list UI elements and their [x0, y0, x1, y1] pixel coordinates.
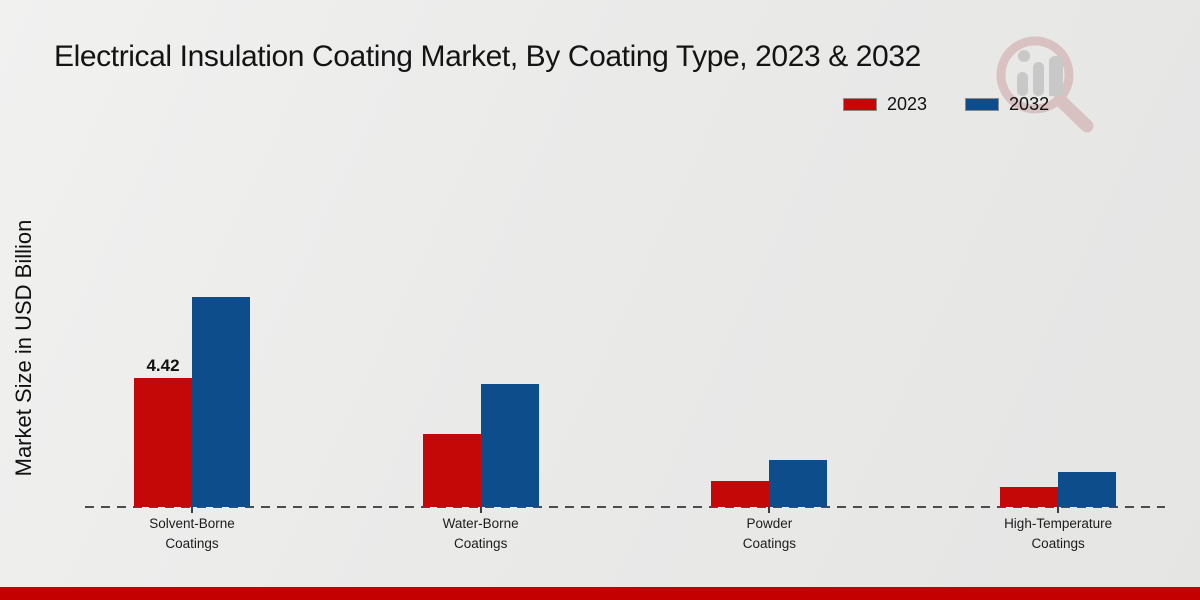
x-axis-tick — [1057, 507, 1060, 513]
legend-label-2023: 2023 — [887, 94, 928, 114]
x-axis-category-label: Powder Coatings — [742, 516, 797, 551]
bar-2032-powder-coatings — [769, 460, 828, 507]
watermark-bar-2 — [1033, 62, 1044, 96]
magnifier-bar-chart-watermark-icon — [996, 36, 1094, 133]
x-axis-category-label: Solvent-Borne Coatings — [149, 516, 235, 551]
watermark-bar-1 — [1017, 72, 1028, 96]
watermark-handle — [1053, 93, 1094, 133]
legend-label-2032: 2032 — [1009, 94, 1050, 114]
x-axis-category-label: Water-Borne Coatings — [442, 516, 519, 551]
x-axis-category-label: High-Temperature Coatings — [1004, 516, 1113, 551]
bar-chart-plot-area: Solvent-Borne Coatings Water-Borne Coatin… — [85, 0, 1165, 551]
bar-2023-solvent-borne-coatings — [134, 377, 192, 507]
y-axis-label: Market Size in USD Billion — [11, 219, 36, 477]
x-axis-tick — [479, 507, 482, 513]
bar-2023-high-temperature-coatings — [1000, 486, 1059, 507]
bar-2023-water-borne-coatings — [422, 434, 481, 507]
legend-swatch-2023 — [843, 98, 877, 111]
footer-accent-bar — [0, 587, 1200, 600]
bar-2032-solvent-borne-coatings — [192, 296, 250, 507]
legend-item-2023: 2023 — [843, 94, 927, 115]
legend-item-2032: 2032 — [965, 94, 1049, 115]
bar-2032-water-borne-coatings — [480, 384, 539, 507]
x-axis-tick — [191, 507, 193, 513]
bar-2023-powder-coatings — [711, 480, 770, 507]
legend: 2023 2032 — [843, 94, 1049, 115]
x-axis-tick — [768, 507, 771, 513]
bar-2032-high-temperature-coatings — [1058, 472, 1117, 507]
x-axis-baseline — [85, 506, 1165, 508]
watermark-dot — [1018, 50, 1030, 62]
watermark-bar-3 — [1049, 55, 1063, 96]
watermark-ring — [996, 36, 1074, 114]
bar-value-label: 4.42 — [146, 355, 180, 375]
chart-title: Electrical Insulation Coating Market, By… — [54, 40, 921, 73]
legend-swatch-2032 — [965, 98, 1000, 111]
